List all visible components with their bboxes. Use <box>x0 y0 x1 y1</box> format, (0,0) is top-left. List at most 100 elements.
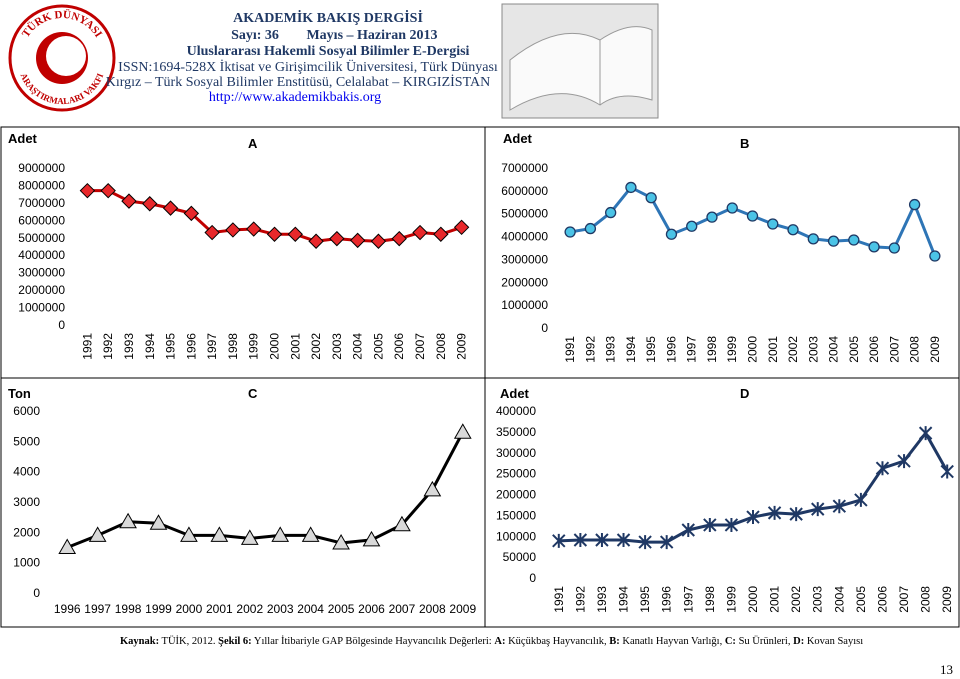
y-tick-label: 1000000 <box>501 298 548 312</box>
x-tick-label: 2008 <box>419 602 446 616</box>
marker <box>349 232 366 249</box>
caption-part: Şekil 6: <box>218 636 252 647</box>
caption: Kaynak: TÜİK, 2012. Şekil 6: Yıllar İtib… <box>120 635 863 647</box>
y-tick-label: 3000000 <box>501 252 548 266</box>
y-tick-label: 250000 <box>496 467 536 481</box>
chart-title: A <box>248 136 258 151</box>
marker <box>287 226 303 242</box>
page-number: 13 <box>940 662 953 677</box>
x-tick-label: 2000 <box>268 333 282 360</box>
y-tick-label: 50000 <box>503 550 537 564</box>
marker <box>681 522 695 537</box>
x-tick-label: 2001 <box>288 333 302 360</box>
x-tick-label: 2009 <box>940 586 954 613</box>
y-tick-label: 7000000 <box>501 161 548 175</box>
x-tick-label: 2006 <box>392 333 406 360</box>
x-tick-label: 2003 <box>330 333 344 360</box>
y-tick-label: 350000 <box>496 425 536 439</box>
y-axis-label: Adet <box>500 386 530 401</box>
x-tick-label: 2001 <box>206 602 233 616</box>
marker <box>88 526 107 542</box>
caption-part: Su Ürünleri, <box>736 635 793 647</box>
x-tick-label: 1994 <box>624 336 638 363</box>
x-tick-label: 1999 <box>145 602 172 616</box>
x-tick-label: 2004 <box>351 333 365 360</box>
marker <box>929 250 941 262</box>
x-tick-label: 2004 <box>297 602 324 616</box>
marker <box>703 517 717 532</box>
marker <box>746 210 759 222</box>
marker <box>121 193 137 209</box>
caption-part: A: <box>494 636 505 647</box>
logo: TÜRK DÜNYASI ARAŞTIRMALARI VAKFI <box>8 4 116 112</box>
y-tick-label: 2000000 <box>18 283 65 297</box>
marker <box>726 202 738 214</box>
x-tick-label: 1998 <box>703 586 717 613</box>
marker <box>888 242 900 254</box>
x-tick-label: 1998 <box>226 333 240 360</box>
marker <box>767 505 782 520</box>
y-tick-label: 9000000 <box>18 161 65 175</box>
marker <box>564 226 576 238</box>
x-tick-label: 1996 <box>54 602 81 616</box>
caption-part: TÜİK, 2012. <box>159 635 218 647</box>
x-tick-label: 2007 <box>897 586 911 613</box>
marker <box>240 529 259 545</box>
marker <box>706 211 718 223</box>
x-tick-label: 1996 <box>660 586 674 613</box>
chart-title: C <box>248 386 258 401</box>
x-tick-label: 1998 <box>705 336 719 363</box>
marker <box>271 526 290 542</box>
marker <box>453 423 472 439</box>
x-tick-label: 1997 <box>681 586 695 613</box>
marker <box>789 507 803 522</box>
x-tick-label: 2009 <box>449 602 476 616</box>
x-tick-label: 1992 <box>583 336 597 363</box>
x-tick-label: 1998 <box>115 602 142 616</box>
x-tick-label: 2008 <box>908 336 922 363</box>
marker <box>183 205 200 222</box>
marker <box>595 533 609 548</box>
y-tick-label: 0 <box>33 586 40 600</box>
x-tick-label: 2005 <box>328 602 355 616</box>
marker <box>246 221 262 237</box>
marker <box>332 533 350 550</box>
caption-part: Kaynak: <box>120 636 159 647</box>
x-tick-label: 2004 <box>832 586 846 613</box>
marker <box>225 222 241 238</box>
x-tick-label: 2008 <box>919 586 933 613</box>
x-tick-label: 2008 <box>434 333 448 360</box>
date: Mayıs – Haziran 2013 <box>306 28 437 43</box>
x-tick-label: 1991 <box>80 333 94 360</box>
chart-title: D <box>740 386 749 401</box>
x-tick-label: 1992 <box>101 333 115 360</box>
marker <box>329 230 345 247</box>
data-line <box>569 185 937 257</box>
marker <box>266 226 283 242</box>
x-tick-label: 2001 <box>766 336 780 363</box>
y-tick-label: 1000000 <box>18 301 65 315</box>
marker <box>897 454 911 469</box>
x-tick-label: 2000 <box>746 336 760 363</box>
x-tick-label: 1996 <box>664 336 678 363</box>
y-tick-label: 0 <box>58 318 65 332</box>
marker <box>393 515 411 532</box>
x-tick-label: 2007 <box>413 333 427 360</box>
marker <box>362 530 381 547</box>
marker <box>918 426 933 441</box>
marker <box>875 461 890 476</box>
x-tick-label: 2009 <box>455 333 469 360</box>
marker <box>210 526 229 542</box>
institute: Kırgız – Türk Sosyal Bilimler Enstitüsü,… <box>106 74 491 90</box>
url[interactable]: http://www.akademikbakis.org <box>209 90 381 105</box>
marker <box>767 218 779 230</box>
y-tick-label: 0 <box>541 321 548 335</box>
y-tick-label: 6000 <box>13 404 40 418</box>
chart: D Adet 0 50000 100000 150000 200000 250000 30000… <box>496 386 954 613</box>
x-tick-label: 2007 <box>887 336 901 363</box>
marker <box>412 224 428 241</box>
marker <box>665 228 678 240</box>
chart: B Adet 0 1000000 2000000 3000000 4000000 500000… <box>501 131 942 363</box>
y-tick-label: 6000000 <box>18 213 65 227</box>
issue: Sayı: 36 <box>231 28 279 43</box>
